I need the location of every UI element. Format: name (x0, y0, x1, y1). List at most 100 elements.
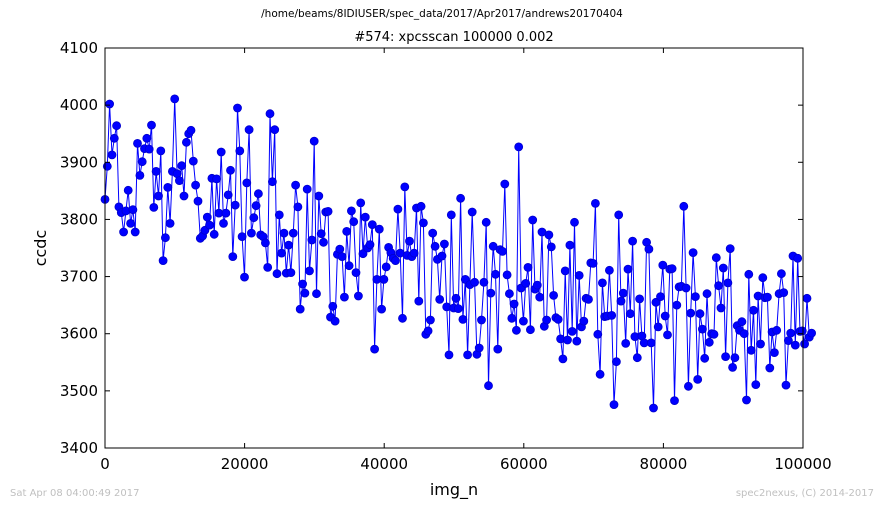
data-point (797, 326, 807, 336)
data-point (423, 326, 433, 336)
y-tick-label: 4000 (60, 96, 98, 114)
data-point (367, 220, 377, 230)
data-point (249, 213, 259, 223)
data-point (337, 252, 347, 262)
data-point (646, 338, 656, 348)
data-point (128, 205, 138, 215)
data-point (512, 325, 521, 335)
data-point (272, 269, 282, 279)
data-point (663, 330, 672, 340)
data-point (607, 310, 617, 320)
data-point (154, 191, 163, 201)
data-point (446, 210, 456, 220)
data-point (219, 218, 228, 228)
y-tick-label: 3700 (60, 268, 98, 286)
data-point (270, 125, 280, 135)
data-point (790, 340, 800, 350)
data-point (223, 190, 233, 200)
data-point (221, 208, 231, 218)
data-point (233, 103, 242, 113)
data-point (360, 212, 370, 222)
data-point (418, 218, 428, 228)
data-point (553, 314, 563, 324)
data-point (807, 328, 816, 338)
data-point (305, 266, 314, 276)
data-point (693, 374, 703, 384)
data-point (135, 170, 145, 180)
data-point (714, 281, 723, 291)
data-point (572, 336, 582, 346)
data-point (365, 240, 375, 250)
data-point (435, 294, 445, 304)
y-tick-label: 4100 (60, 39, 98, 57)
x-tick-label: 20000 (221, 455, 269, 473)
data-point (246, 228, 256, 238)
data-point (470, 277, 480, 287)
data-point (237, 232, 247, 242)
data-point (291, 180, 301, 190)
data-point (702, 289, 712, 299)
y-tick-label: 3400 (60, 439, 98, 457)
data-point (535, 292, 545, 302)
data-point (316, 229, 326, 239)
data-point (209, 229, 219, 239)
data-point (514, 142, 524, 152)
data-point (119, 227, 128, 237)
data-point (274, 210, 284, 220)
data-point (344, 261, 354, 271)
data-point (123, 185, 133, 195)
data-point (667, 264, 677, 274)
data-point (751, 380, 761, 390)
data-point (244, 125, 254, 135)
data-point (721, 352, 730, 362)
data-point (491, 269, 500, 279)
y-tick-label: 3900 (60, 153, 98, 171)
data-point (358, 249, 368, 259)
data-point (716, 303, 726, 313)
data-point (463, 350, 473, 360)
data-point (502, 270, 512, 280)
data-point (621, 338, 631, 348)
y-tick-label: 3500 (60, 382, 98, 400)
data-point (286, 268, 296, 278)
data-point (253, 189, 263, 199)
data-point (165, 218, 175, 228)
data-point (772, 325, 782, 335)
data-point (177, 161, 187, 171)
data-point (425, 315, 435, 325)
data-point (174, 176, 184, 186)
data-point (216, 147, 226, 157)
data-point (618, 288, 628, 298)
data-point (695, 309, 705, 319)
data-point (649, 403, 658, 413)
data-point (651, 297, 661, 307)
data-point (156, 146, 166, 156)
data-point (598, 278, 607, 288)
data-point (300, 288, 310, 298)
data-point (679, 201, 689, 211)
data-point (133, 138, 142, 148)
x-tick-label: 80000 (640, 455, 688, 473)
data-point (158, 256, 168, 266)
data-point (532, 280, 542, 290)
data-point (656, 292, 665, 302)
data-point (112, 121, 121, 131)
data-point (718, 263, 728, 273)
data-point (188, 156, 198, 166)
x-axis-label: img_n (430, 480, 478, 500)
data-point (784, 336, 793, 346)
axes: 0 20000 40000 60000 80000 100000 3400 3500 3600 3… (60, 39, 832, 473)
data-point (574, 270, 584, 280)
data-point (486, 288, 496, 298)
data-point (609, 400, 619, 410)
data-point (314, 191, 324, 201)
data-point (205, 220, 215, 230)
data-point (265, 109, 275, 119)
data-point (739, 329, 749, 339)
data-point (351, 268, 361, 278)
data-point (542, 315, 551, 325)
data-point (519, 316, 528, 326)
data-point (749, 305, 758, 315)
x-tick-label: 0 (100, 455, 110, 473)
